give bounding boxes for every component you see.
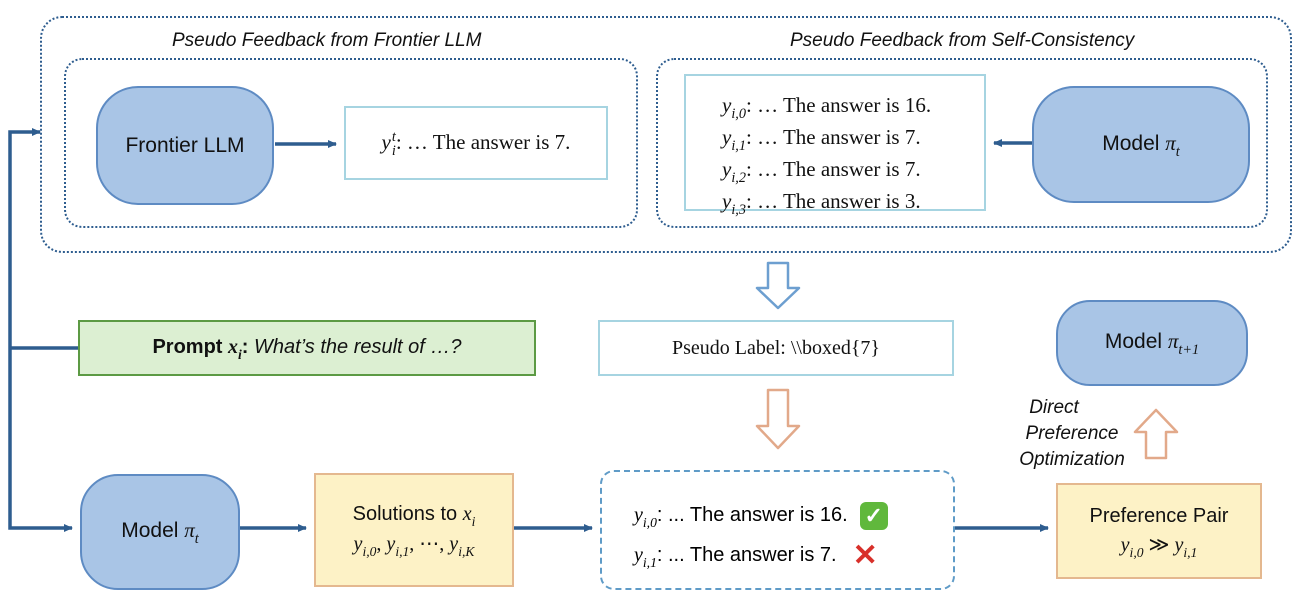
solution-sub: i,K — [458, 544, 475, 560]
pseudo-feedback-frame — [40, 16, 1292, 253]
solution-var: y — [386, 533, 396, 555]
solutions-box: Solutions to xi yi,0, yi,1, ⋯, yi,K — [314, 473, 514, 587]
pref-left-sub: i,0 — [1129, 544, 1144, 560]
frontier-panel-title: Pseudo Feedback from Frontier LLM — [172, 30, 482, 51]
solution-sub: i,0 — [362, 544, 377, 560]
hollow-down-arrow-blue — [755, 261, 801, 310]
cross-icon: ✕ — [852, 538, 878, 572]
solution-var: y — [353, 533, 363, 555]
model-bottom-label: Model — [121, 519, 185, 542]
dpo-line-3: Optimization — [1019, 449, 1125, 470]
model-label: Model — [1102, 131, 1166, 155]
sc-answer-text: : … The answer is 7. — [746, 125, 921, 149]
sc-answer-text: : … The answer is 7. — [746, 157, 921, 181]
labeled-sub: i,0 — [642, 515, 657, 531]
prompt-box: Prompt xi: What’s the result of …? — [78, 320, 536, 376]
solutions-var: x — [462, 503, 472, 525]
sc-answer-row: yi,1: … The answer is 7. — [722, 123, 984, 155]
sc-answer-list: yi,0: … The answer is 16. yi,1: … The ans… — [722, 91, 984, 219]
sc-answer-sub: i,2 — [731, 170, 746, 187]
trunk-wire-lower — [8, 348, 73, 532]
prompt-colon: : — [241, 336, 249, 358]
sc-answer-var: y — [722, 93, 732, 117]
model-sub: t — [1175, 143, 1180, 160]
solution-sep: , — [376, 533, 387, 555]
model-pi-t-top-node: Model πt — [1032, 86, 1250, 203]
prompt-sub: i — [238, 347, 242, 363]
answer-var: y — [381, 129, 391, 154]
labeled-answer-list: yi,0: ... The answer is 16. ✓ yi,1: ... Th… — [634, 496, 953, 576]
prompt-question: What’s the result of …? — [248, 336, 462, 358]
sc-answer-row: yi,2: … The answer is 7. — [722, 155, 984, 187]
model-bottom-pi: π — [184, 518, 195, 542]
trunk-wire — [8, 128, 41, 348]
sc-answer-sub: i,1 — [731, 138, 746, 155]
pref-left-var: y — [1120, 533, 1130, 556]
sc-answers-box: yi,0: … The answer is 16. yi,1: … The ans… — [684, 74, 986, 218]
sc-answer-row: yi,3: … The answer is 3. — [722, 187, 984, 219]
sc-answer-sub: i,0 — [731, 106, 746, 123]
solution-sep: , ⋯, — [409, 533, 450, 555]
model-next-pi: π — [1167, 329, 1179, 353]
model-pi: π — [1165, 130, 1176, 155]
solution-var: y — [449, 533, 459, 555]
solution-sub: i,1 — [395, 544, 410, 560]
labeled-answers-box: yi,0: ... The answer is 16. ✓ yi,1: ... Th… — [600, 470, 955, 590]
sc-answer-row: yi,0: … The answer is 16. — [722, 91, 984, 123]
labeled-sub: i,1 — [642, 555, 657, 571]
prompt-label: Prompt — [152, 336, 229, 358]
sc-answer-sub: i,3 — [731, 202, 746, 219]
model-pi-t-bottom-node: Model πt — [80, 474, 240, 590]
sc-answer-text: : … The answer is 3. — [746, 189, 921, 213]
self-consistency-panel-title: Pseudo Feedback from Self-Consistency — [790, 30, 1135, 51]
solutions-sub: i — [471, 514, 476, 530]
pseudo-label-box: Pseudo Label: \\boxed{7} — [598, 320, 954, 376]
dpo-line-1: Direct — [1029, 397, 1079, 418]
solutions-title-text: Solutions to — [352, 503, 463, 525]
sc-answer-var: y — [722, 189, 732, 213]
pref-right-sub: i,1 — [1183, 544, 1198, 560]
model-next-sub: t+1 — [1178, 342, 1200, 359]
answer-text: : … The answer is 7. — [395, 129, 571, 154]
labeled-text: : ... The answer is 16. — [656, 504, 848, 526]
preference-title: Preference Pair — [1089, 504, 1229, 527]
hollow-down-arrow-orange — [755, 388, 801, 450]
pref-right-var: y — [1174, 533, 1184, 556]
answer-sup: t — [391, 129, 396, 146]
sc-answer-var: y — [722, 157, 732, 181]
model-bottom-sub: t — [194, 531, 199, 548]
self-consistency-panel — [656, 58, 1268, 228]
frontier-panel — [64, 58, 638, 228]
preference-pair-box: Preference Pair yi,0 ≫ yi,1 — [1056, 483, 1262, 579]
frontier-llm-node: Frontier LLM — [96, 86, 274, 205]
dpo-line-2: Preference — [1025, 423, 1119, 444]
check-icon: ✓ — [859, 501, 888, 530]
sc-answer-text: : … The answer is 16. — [746, 93, 932, 117]
answer-sub: i — [391, 143, 396, 160]
labeled-text: : ... The answer is 7. — [656, 544, 837, 566]
labeled-answer-row: yi,1: ... The answer is 7. ✕ — [634, 536, 953, 576]
model-pi-t-plus-1-node: Model πt+1 — [1056, 300, 1248, 386]
preference-expr: yi,0 ≫ yi,1 — [1121, 531, 1198, 561]
model-next-label: Model — [1104, 330, 1168, 353]
pref-op: ≫ — [1143, 533, 1175, 556]
labeled-var: y — [634, 504, 643, 526]
labeled-var: y — [634, 544, 643, 566]
dpo-label: Direct Preference Optimization — [1004, 395, 1140, 473]
solutions-sequence: yi,0, yi,1, ⋯, yi,K — [354, 530, 475, 560]
solutions-title: Solutions to xi — [353, 500, 476, 530]
prompt-var: x — [228, 336, 239, 358]
hollow-up-arrow-orange — [1133, 408, 1179, 460]
labeled-answer-row: yi,0: ... The answer is 16. ✓ — [634, 496, 953, 536]
sc-answer-var: y — [722, 125, 732, 149]
